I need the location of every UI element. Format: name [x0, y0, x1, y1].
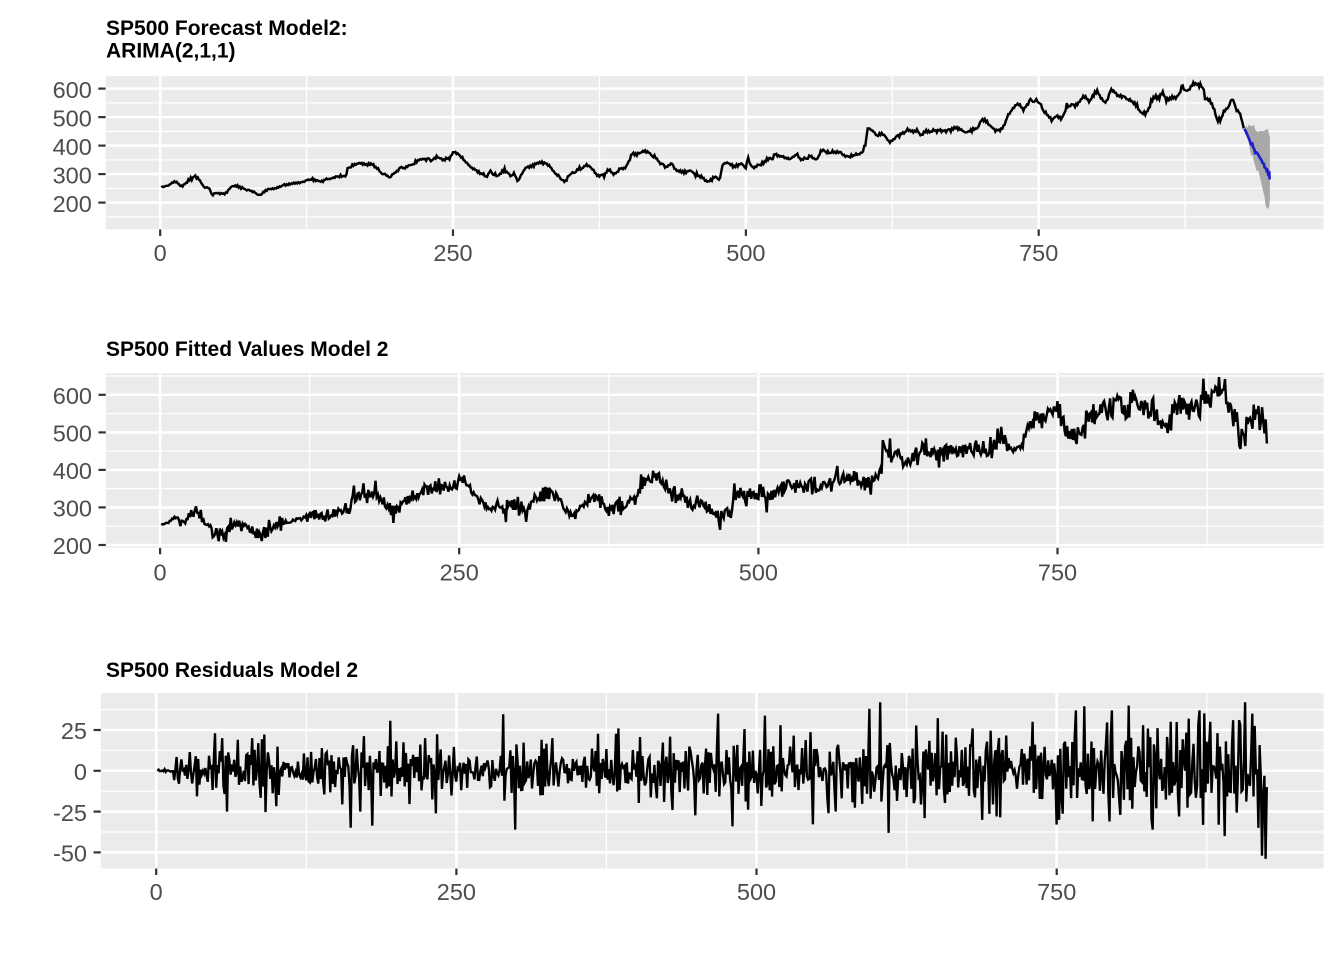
svg-text:-25: -25 — [53, 800, 87, 826]
svg-text:400: 400 — [53, 134, 92, 160]
svg-text:25: 25 — [61, 718, 87, 744]
svg-text:250: 250 — [437, 879, 476, 905]
svg-text:600: 600 — [53, 77, 92, 103]
svg-text:SP500 Residuals Model 2: SP500 Residuals Model 2 — [106, 659, 358, 682]
svg-text:ARIMA(2,1,1): ARIMA(2,1,1) — [106, 40, 236, 63]
svg-text:500: 500 — [726, 240, 765, 266]
svg-text:0: 0 — [154, 560, 167, 586]
svg-text:300: 300 — [53, 496, 92, 522]
svg-text:SP500 Forecast Model2:: SP500 Forecast Model2: — [106, 17, 348, 40]
svg-text:500: 500 — [739, 560, 778, 586]
svg-text:250: 250 — [433, 240, 472, 266]
svg-text:0: 0 — [74, 759, 87, 785]
svg-text:0: 0 — [154, 240, 167, 266]
svg-text:750: 750 — [1038, 560, 1077, 586]
svg-text:200: 200 — [53, 191, 92, 217]
svg-text:750: 750 — [1037, 879, 1076, 905]
svg-text:0: 0 — [150, 879, 163, 905]
svg-text:600: 600 — [53, 383, 92, 409]
svg-text:250: 250 — [440, 560, 479, 586]
svg-text:500: 500 — [53, 105, 92, 131]
svg-text:500: 500 — [737, 879, 776, 905]
svg-text:300: 300 — [53, 162, 92, 188]
svg-text:750: 750 — [1019, 240, 1058, 266]
svg-text:200: 200 — [53, 533, 92, 559]
svg-text:400: 400 — [53, 458, 92, 484]
svg-text:SP500 Fitted Values Model 2: SP500 Fitted Values Model 2 — [106, 338, 388, 361]
svg-text:500: 500 — [53, 421, 92, 447]
svg-text:-50: -50 — [53, 841, 87, 867]
